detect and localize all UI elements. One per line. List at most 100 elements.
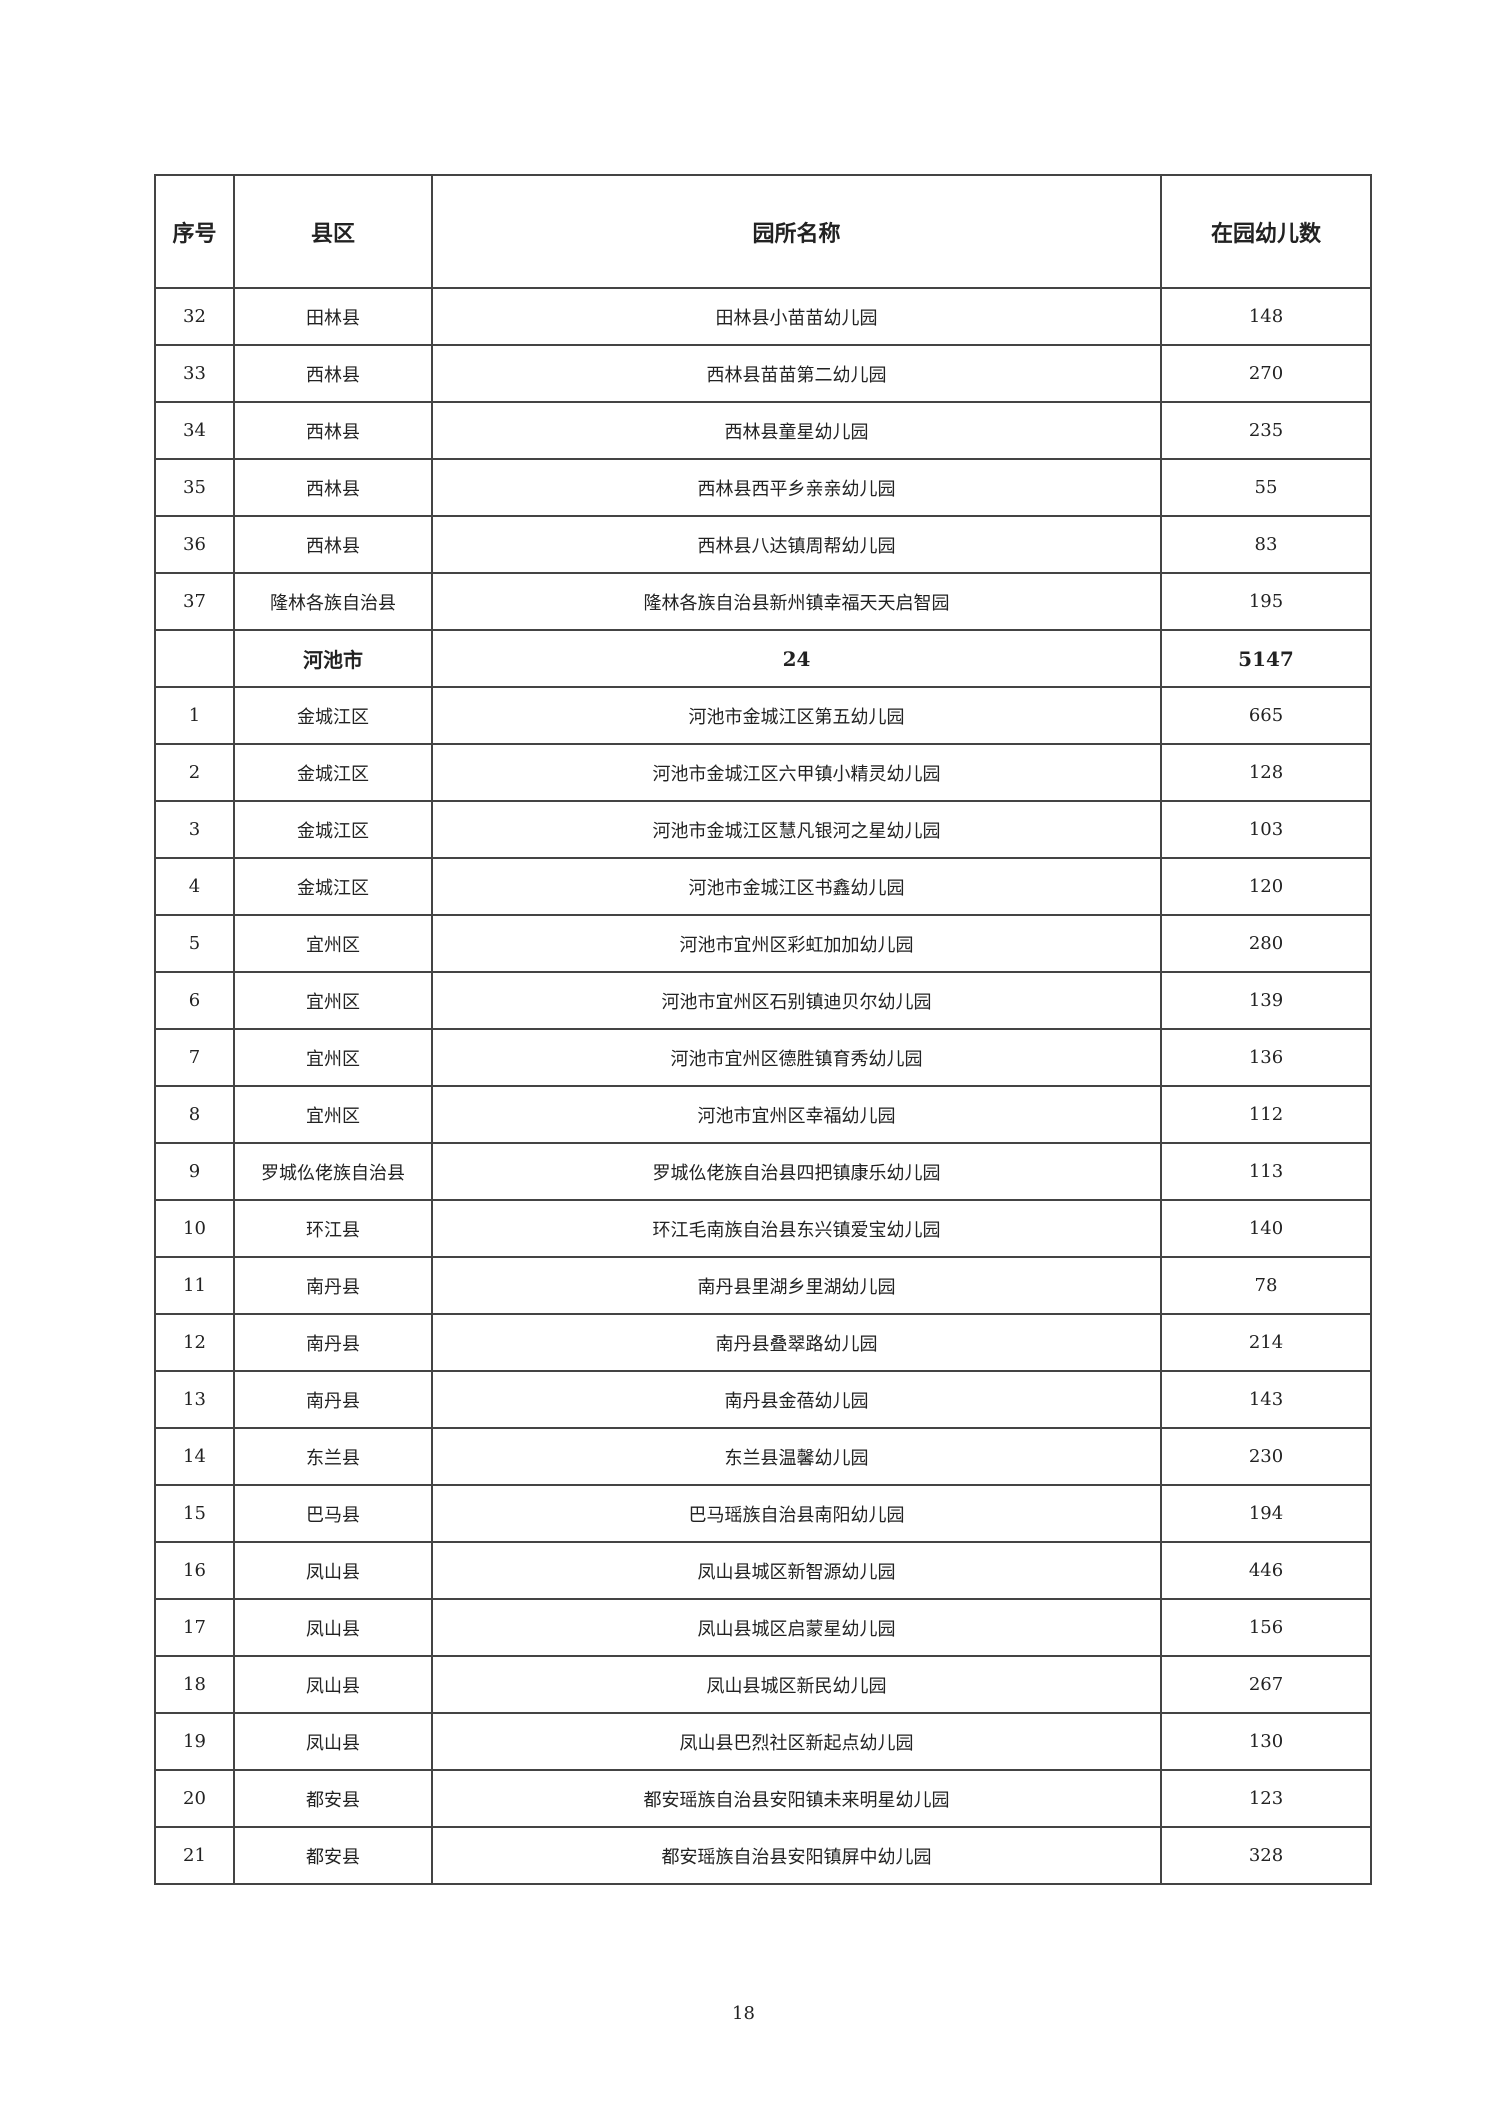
table-row: 33 西林县 西林县苗苗第二幼儿园 270: [154, 344, 1372, 403]
table-row: 21 都安县 都安瑶族自治县安阳镇屏中幼儿园 328: [154, 1826, 1372, 1885]
cell-county: 罗城仫佬族自治县: [233, 1142, 433, 1201]
cell-name: 环江毛南族自治县东兴镇爱宝幼儿园: [431, 1199, 1162, 1258]
cell-count: 328: [1160, 1826, 1372, 1885]
cell-no: 12: [154, 1313, 235, 1372]
cell-no: 1: [154, 686, 235, 745]
table-row: 36 西林县 西林县八达镇周帮幼儿园 83: [154, 515, 1372, 574]
table-row: 12 南丹县 南丹县叠翠路幼儿园 214: [154, 1313, 1372, 1372]
page-number: 18: [732, 2003, 755, 2024]
cell-name: 巴马瑶族自治县南阳幼儿园: [431, 1484, 1162, 1543]
cell-county: 宜州区: [233, 971, 433, 1030]
cell-county: 西林县: [233, 515, 433, 574]
cell-name: 西林县八达镇周帮幼儿园: [431, 515, 1162, 574]
cell-name: 东兰县温馨幼儿园: [431, 1427, 1162, 1486]
cell-count: 143: [1160, 1370, 1372, 1429]
kindergarten-table: 序号 县区 园所名称 在园幼儿数 32 田林县 田林县小苗苗幼儿园 148 33 西林县西…: [154, 174, 1372, 1885]
table-row: 35 西林县 西林县西平乡亲亲幼儿园 55: [154, 458, 1372, 517]
table-row: 4 金城江区 河池市金城江区书鑫幼儿园 120: [154, 857, 1372, 916]
cell-name: 河池市宜州区幸福幼儿园: [431, 1085, 1162, 1144]
table-row: 8 宜州区 河池市宜州区幸福幼儿园 112: [154, 1085, 1372, 1144]
cell-no: 34: [154, 401, 235, 460]
cell-count: 665: [1160, 686, 1372, 745]
cell-name: 河池市金城江区六甲镇小精灵幼儿园: [431, 743, 1162, 802]
cell-no: 7: [154, 1028, 235, 1087]
table-row: 15 巴马县 巴马瑶族自治县南阳幼儿园 194: [154, 1484, 1372, 1543]
table-row: 6 宜州区 河池市宜州区石别镇迪贝尔幼儿园 139: [154, 971, 1372, 1030]
table-header-row: 序号 县区 园所名称 在园幼儿数: [154, 174, 1372, 289]
cell-no: 32: [154, 287, 235, 346]
cell-name: 河池市宜州区德胜镇育秀幼儿园: [431, 1028, 1162, 1087]
cell-county: 巴马县: [233, 1484, 433, 1543]
cell-count: 446: [1160, 1541, 1372, 1600]
subtotal-row: 河池市 24 5147: [154, 629, 1372, 688]
cell-count: 214: [1160, 1313, 1372, 1372]
cell-count: 136: [1160, 1028, 1372, 1087]
cell-count: 156: [1160, 1598, 1372, 1657]
table-row: 10 环江县 环江毛南族自治县东兴镇爱宝幼儿园 140: [154, 1199, 1372, 1258]
cell-count: 148: [1160, 287, 1372, 346]
cell-count: 139: [1160, 971, 1372, 1030]
table-row: 11 南丹县 南丹县里湖乡里湖幼儿园 78: [154, 1256, 1372, 1315]
table-row: 34 西林县 西林县童星幼儿园 235: [154, 401, 1372, 460]
header-count: 在园幼儿数: [1160, 174, 1372, 289]
cell-no: 14: [154, 1427, 235, 1486]
cell-no: 35: [154, 458, 235, 517]
cell-name: 西林县童星幼儿园: [431, 401, 1162, 460]
cell-name: 罗城仫佬族自治县四把镇康乐幼儿园: [431, 1142, 1162, 1201]
cell-county: 环江县: [233, 1199, 433, 1258]
cell-no: 19: [154, 1712, 235, 1771]
table-row: 37 隆林各族自治县 隆林各族自治县新州镇幸福天天启智园 195: [154, 572, 1372, 631]
cell-no: 18: [154, 1655, 235, 1714]
cell-county: 凤山县: [233, 1541, 433, 1600]
cell-county: 金城江区: [233, 743, 433, 802]
cell-no: 3: [154, 800, 235, 859]
cell-no: 11: [154, 1256, 235, 1315]
cell-name: 凤山县巴烈社区新起点幼儿园: [431, 1712, 1162, 1771]
cell-name: 24: [431, 629, 1162, 688]
cell-count: 123: [1160, 1769, 1372, 1828]
cell-count: 195: [1160, 572, 1372, 631]
cell-county: 西林县: [233, 458, 433, 517]
cell-no: 21: [154, 1826, 235, 1885]
cell-county: 宜州区: [233, 914, 433, 973]
header-no: 序号: [154, 174, 235, 289]
cell-county: 河池市: [233, 629, 433, 688]
cell-name: 河池市宜州区彩虹加加幼儿园: [431, 914, 1162, 973]
table-row: 14 东兰县 东兰县温馨幼儿园 230: [154, 1427, 1372, 1486]
cell-no: 10: [154, 1199, 235, 1258]
cell-name: 隆林各族自治县新州镇幸福天天启智园: [431, 572, 1162, 631]
cell-count: 78: [1160, 1256, 1372, 1315]
cell-name: 西林县苗苗第二幼儿园: [431, 344, 1162, 403]
table-row: 5 宜州区 河池市宜州区彩虹加加幼儿园 280: [154, 914, 1372, 973]
cell-county: 田林县: [233, 287, 433, 346]
cell-count: 103: [1160, 800, 1372, 859]
cell-no: 13: [154, 1370, 235, 1429]
cell-name: 凤山县城区新民幼儿园: [431, 1655, 1162, 1714]
cell-no: 5: [154, 914, 235, 973]
cell-county: 西林县: [233, 344, 433, 403]
table-row: 32 田林县 田林县小苗苗幼儿园 148: [154, 287, 1372, 346]
cell-name: 凤山县城区新智源幼儿园: [431, 1541, 1162, 1600]
table-row: 3 金城江区 河池市金城江区慧凡银河之星幼儿园 103: [154, 800, 1372, 859]
cell-name: 河池市金城江区慧凡银河之星幼儿园: [431, 800, 1162, 859]
table-row: 20 都安县 都安瑶族自治县安阳镇未来明星幼儿园 123: [154, 1769, 1372, 1828]
cell-no: 2: [154, 743, 235, 802]
cell-count: 235: [1160, 401, 1372, 460]
table-row: 18 凤山县 凤山县城区新民幼儿园 267: [154, 1655, 1372, 1714]
cell-count: 128: [1160, 743, 1372, 802]
table-row: 9 罗城仫佬族自治县 罗城仫佬族自治县四把镇康乐幼儿园 113: [154, 1142, 1372, 1201]
table-row: 17 凤山县 凤山县城区启蒙星幼儿园 156: [154, 1598, 1372, 1657]
cell-county: 隆林各族自治县: [233, 572, 433, 631]
header-name: 园所名称: [431, 174, 1162, 289]
cell-county: 都安县: [233, 1826, 433, 1885]
table-row: 2 金城江区 河池市金城江区六甲镇小精灵幼儿园 128: [154, 743, 1372, 802]
cell-county: 金城江区: [233, 857, 433, 916]
cell-county: 金城江区: [233, 686, 433, 745]
cell-county: 西林县: [233, 401, 433, 460]
cell-name: 西林县西平乡亲亲幼儿园: [431, 458, 1162, 517]
cell-name: 都安瑶族自治县安阳镇未来明星幼儿园: [431, 1769, 1162, 1828]
cell-count: 112: [1160, 1085, 1372, 1144]
cell-county: 宜州区: [233, 1028, 433, 1087]
cell-no: 17: [154, 1598, 235, 1657]
table-row: 13 南丹县 南丹县金蓓幼儿园 143: [154, 1370, 1372, 1429]
